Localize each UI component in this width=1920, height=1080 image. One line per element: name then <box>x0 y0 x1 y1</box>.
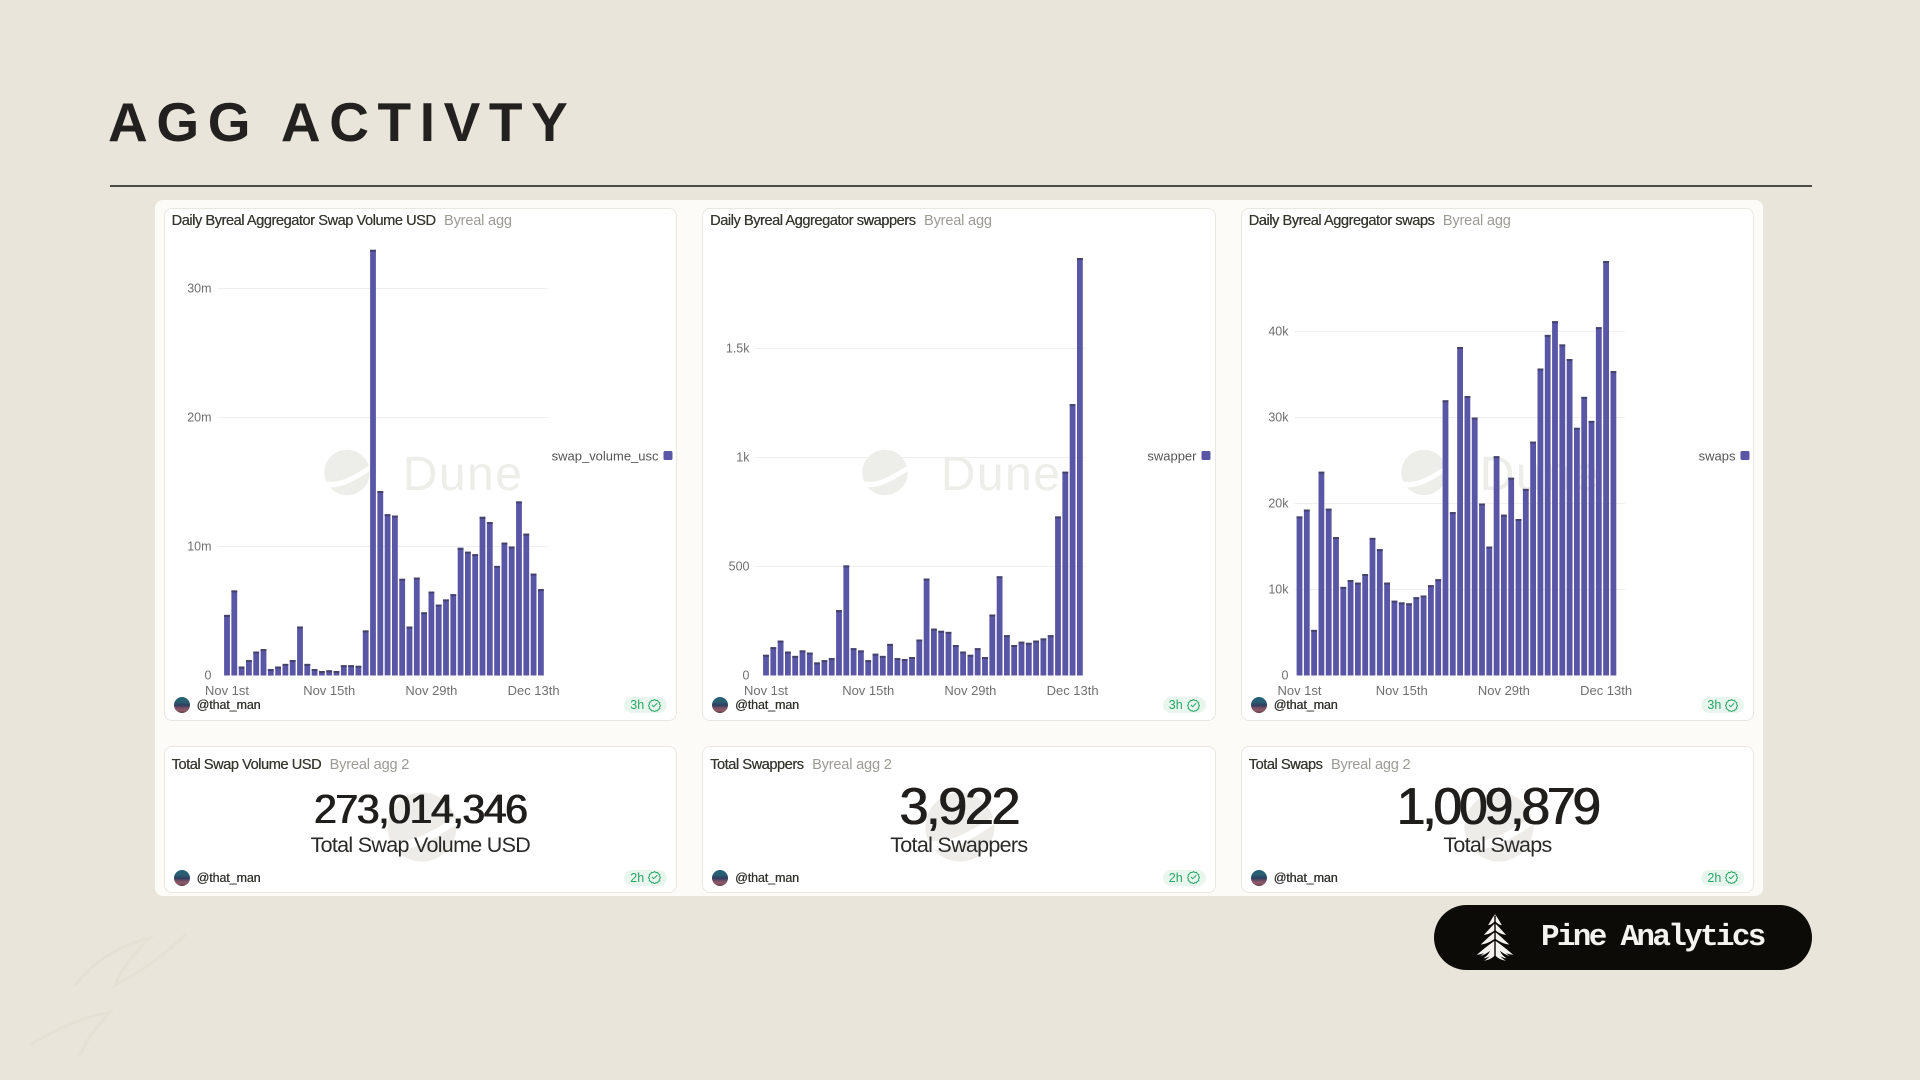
svg-text:Nov 15th: Nov 15th <box>842 682 894 697</box>
svg-text:Nov 15th: Nov 15th <box>303 682 355 697</box>
svg-text:10m: 10m <box>187 539 211 553</box>
svg-text:swaps: swaps <box>1698 448 1735 463</box>
svg-text:Nov 1st: Nov 1st <box>1277 682 1321 697</box>
svg-text:Nov 15th: Nov 15th <box>1375 682 1427 697</box>
svg-text:swap_volume_usc: swap_volume_usc <box>551 448 658 463</box>
svg-text:Nov 1st: Nov 1st <box>204 682 248 697</box>
svg-text:40k: 40k <box>1268 324 1289 338</box>
svg-text:Dune: Dune <box>402 447 523 500</box>
svg-text:20m: 20m <box>187 410 211 424</box>
svg-text:1k: 1k <box>736 450 750 464</box>
svg-text:Dec 13th: Dec 13th <box>507 682 559 697</box>
svg-text:1.5k: 1.5k <box>726 341 750 355</box>
svg-text:30k: 30k <box>1268 410 1289 424</box>
svg-text:Dune: Dune <box>941 447 1062 500</box>
svg-text:0: 0 <box>1281 668 1288 682</box>
svg-text:30m: 30m <box>187 281 211 295</box>
svg-text:Nov 29th: Nov 29th <box>405 682 457 697</box>
svg-text:0: 0 <box>743 668 750 682</box>
svg-text:Nov 29th: Nov 29th <box>1477 682 1529 697</box>
svg-text:10k: 10k <box>1268 582 1289 596</box>
svg-text:500: 500 <box>729 559 750 573</box>
svg-text:Dec 13th: Dec 13th <box>1580 682 1632 697</box>
svg-text:20k: 20k <box>1268 496 1289 510</box>
svg-text:Nov 1st: Nov 1st <box>744 682 788 697</box>
svg-text:Dec 13th: Dec 13th <box>1047 682 1099 697</box>
svg-text:swapper: swapper <box>1147 448 1197 463</box>
svg-text:0: 0 <box>204 668 211 682</box>
svg-text:Nov 29th: Nov 29th <box>944 682 996 697</box>
